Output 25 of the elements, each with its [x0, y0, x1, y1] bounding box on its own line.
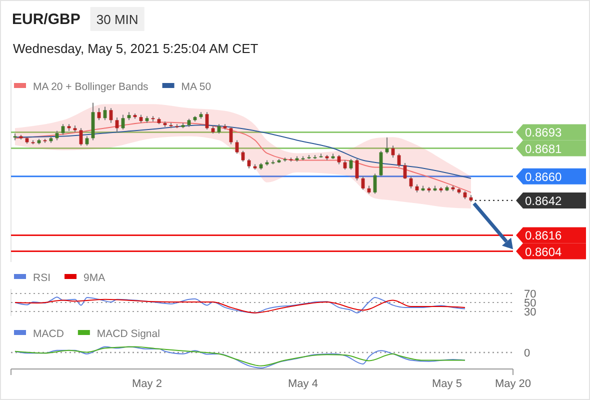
- candlestick: [235, 140, 239, 154]
- chart-title: EUR/GBP: [12, 11, 80, 28]
- legend-label: RSI: [33, 272, 51, 284]
- ref-line-label: 0.8642: [525, 194, 562, 208]
- x-tick-label: May 2: [132, 378, 162, 390]
- legend-label: MACD Signal: [96, 328, 160, 340]
- chart-subtitle: Wednesday, May 5, 2021 5:25:04 AM CET: [13, 41, 258, 56]
- ref-line-label: 0.8604: [525, 244, 562, 259]
- x-tick-label: May 5: [432, 378, 462, 390]
- text: 30 MIN: [96, 12, 138, 27]
- y-tick-label: 50: [524, 298, 536, 310]
- legend-label: MA 20 + Bollinger Bands: [33, 81, 148, 93]
- ref-line-label: 0.8681: [525, 142, 562, 156]
- ref-line-label: 0.8693: [525, 126, 562, 140]
- candlestick: [403, 162, 407, 180]
- ref-line-label: 0.8660: [525, 170, 562, 184]
- y-tick-label: 30: [524, 306, 536, 318]
- x-tick-label: May 20: [494, 378, 532, 390]
- ref-line-label: 0: [524, 348, 530, 360]
- legend-label: MA 50: [181, 81, 212, 93]
- ref-line-label: 0.8616: [525, 228, 562, 243]
- x-tick-label: May 4: [288, 378, 318, 390]
- y-tick-label: 70: [524, 288, 536, 300]
- legend-label: 9MA: [84, 272, 106, 284]
- legend-label: MACD: [33, 328, 64, 340]
